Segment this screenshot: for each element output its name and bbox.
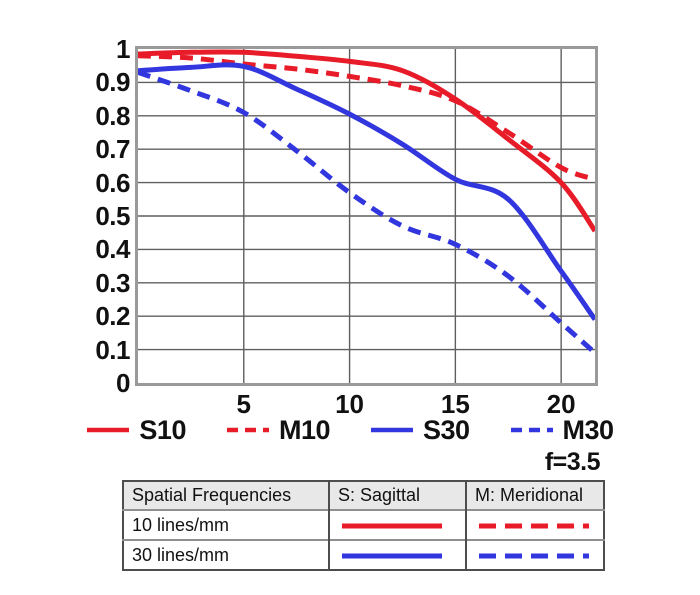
- y-tick-label-0.1: 0.1: [95, 334, 130, 365]
- dashed-line-icon: [479, 553, 589, 559]
- mtf-curves-svg: [138, 49, 595, 383]
- y-tick-label-0.6: 0.6: [95, 167, 130, 198]
- meridional-line-sample: [465, 509, 604, 540]
- solid-line-icon: [342, 523, 442, 529]
- legend-label-M30: M30: [562, 415, 615, 445]
- dashed-line-icon: [226, 427, 269, 433]
- x-tick-label-5: 5: [236, 389, 252, 419]
- legend-label-S30: S30: [423, 415, 470, 445]
- y-tick-label-0.3: 0.3: [95, 267, 130, 298]
- dashed-line-icon: [510, 427, 553, 433]
- y-tick-label-0.9: 0.9: [95, 67, 130, 98]
- y-tick-label-0.5: 0.5: [95, 201, 130, 231]
- x-tick-label-10: 10: [335, 389, 365, 419]
- solid-line-icon: [371, 427, 413, 433]
- x-tick-label-20: 20: [546, 389, 576, 419]
- table-row: 30 lines/mm: [123, 539, 604, 570]
- dashed-line-icon: [479, 523, 589, 529]
- y-tick-label-0.8: 0.8: [95, 100, 130, 131]
- legend-item-M10: M10: [226, 415, 331, 445]
- solid-line-icon: [342, 553, 442, 559]
- row-label-30-lines: 30 lines/mm: [123, 539, 329, 570]
- plot-area: [135, 46, 598, 386]
- y-tick-label-0: 0: [116, 368, 130, 398]
- y-tick-label-0.7: 0.7: [95, 134, 130, 165]
- legend-label-S10: S10: [139, 415, 186, 445]
- header-meridional: M: Meridional: [465, 481, 604, 510]
- table-row: 10 lines/mm: [123, 509, 604, 540]
- legend-item-S30: S30: [370, 415, 470, 445]
- sagittal-line-sample: [328, 539, 466, 570]
- aperture-label: f=3.5: [544, 448, 601, 476]
- legend-label-M10: M10: [278, 415, 331, 445]
- header-sagittal: S: Sagittal: [328, 481, 466, 510]
- curve-S10: [138, 49, 595, 233]
- row-label-10-lines: 10 lines/mm: [123, 509, 329, 540]
- header-spatial-frequencies: Spatial Frequencies: [123, 481, 329, 510]
- y-tick-label-0.4: 0.4: [95, 234, 130, 265]
- legend-item-S10: S10: [86, 415, 186, 445]
- y-tick-label-1: 1: [116, 34, 130, 64]
- table-header-row: Spatial Frequencies S: Sagittal M: Merid…: [123, 481, 604, 510]
- legend: S10 M10 S30 M30: [0, 415, 700, 445]
- curve-M10: [138, 53, 595, 182]
- meridional-line-sample: [465, 539, 604, 570]
- curve-S30: [138, 62, 595, 321]
- legend-item-M30: M30: [510, 415, 614, 445]
- solid-line-icon: [87, 427, 130, 433]
- sagittal-line-sample: [328, 509, 466, 540]
- x-tick-label-15: 15: [440, 389, 470, 419]
- curve-M30: [138, 70, 595, 355]
- y-tick-label-0.2: 0.2: [95, 301, 130, 332]
- spatial-frequency-table: Spatial Frequencies S: Sagittal M: Merid…: [122, 480, 605, 571]
